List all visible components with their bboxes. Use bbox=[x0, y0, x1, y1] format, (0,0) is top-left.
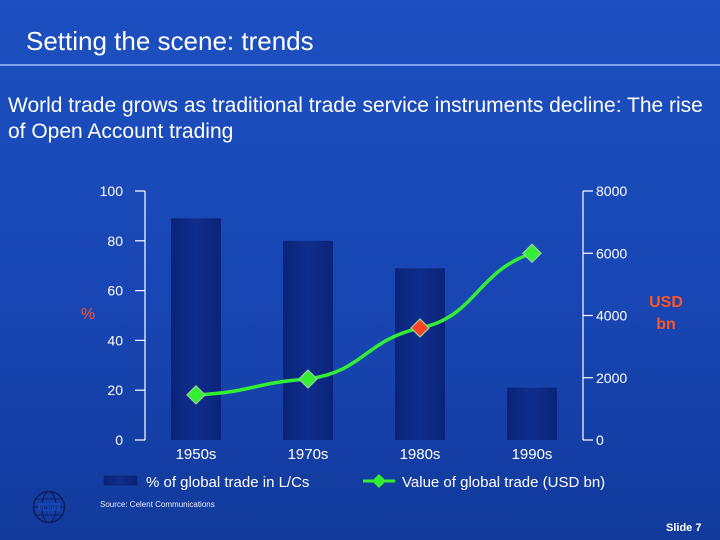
right-axis-tick-label: 0 bbox=[596, 432, 604, 448]
left-axis-label: % bbox=[81, 306, 95, 323]
logo-text: SWIFT bbox=[40, 505, 59, 512]
slide-title: Setting the scene: trends bbox=[26, 26, 314, 56]
bar bbox=[283, 240, 333, 440]
right-axis-tick-label: 6000 bbox=[596, 245, 627, 261]
left-axis-tick-label: 20 bbox=[107, 382, 123, 398]
line-point bbox=[298, 369, 318, 389]
left-axis-tick-label: 80 bbox=[107, 233, 123, 249]
title-divider bbox=[0, 64, 720, 66]
line-point bbox=[522, 243, 542, 264]
swift-logo-icon: SWIFT bbox=[32, 490, 66, 524]
legend-bar-label: % of global trade in L/Cs bbox=[146, 474, 309, 491]
left-axis-tick-label: 60 bbox=[107, 283, 123, 299]
right-axis-tick-label: 8000 bbox=[596, 183, 627, 199]
bar bbox=[395, 268, 445, 440]
right-axis-label-line1: USD bbox=[649, 294, 683, 311]
bar bbox=[507, 387, 557, 440]
right-axis-tick-label: 4000 bbox=[596, 308, 627, 324]
source-note: Source: Celent Communications bbox=[100, 500, 215, 509]
title-bar: Setting the scene: trends bbox=[0, 0, 720, 62]
x-tick-label: 1990s bbox=[512, 446, 553, 463]
x-tick-label: 1980s bbox=[400, 446, 441, 463]
line-series bbox=[195, 251, 533, 397]
left-axis-tick-label: 0 bbox=[115, 432, 123, 448]
legend-bar-swatch bbox=[103, 475, 138, 486]
left-axis-tick-label: 40 bbox=[107, 332, 123, 348]
legend-line-label: Value of global trade (USD bn) bbox=[402, 474, 605, 491]
bar bbox=[171, 218, 221, 440]
right-axis-tick-label: 2000 bbox=[596, 370, 627, 386]
line-point bbox=[186, 385, 206, 405]
line-point bbox=[410, 318, 430, 338]
slide-subtitle: World trade grows as traditional trade s… bbox=[8, 94, 703, 143]
left-axis-tick-label: 100 bbox=[100, 183, 124, 199]
slide-number: Slide 7 bbox=[666, 522, 702, 534]
right-axis-label-line2: bn bbox=[656, 316, 676, 333]
x-tick-label: 1970s bbox=[288, 446, 329, 463]
legend-line-marker bbox=[372, 474, 386, 488]
x-tick-label: 1950s bbox=[176, 446, 217, 463]
